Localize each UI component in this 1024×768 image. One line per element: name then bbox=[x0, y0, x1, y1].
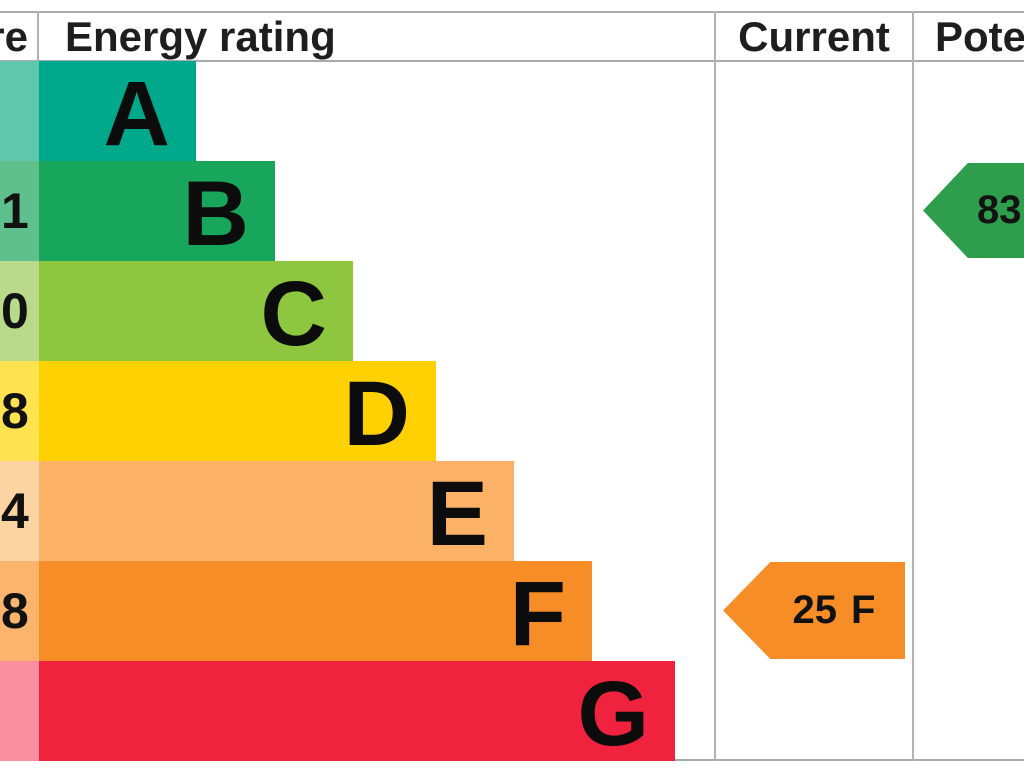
band-bar-a: A bbox=[39, 61, 196, 161]
energy-rating-column-header: Energy rating bbox=[65, 13, 336, 60]
current-band-letter: F bbox=[851, 588, 876, 632]
band-row-c: 0 C bbox=[0, 261, 1024, 361]
score-cell-c: 0 bbox=[0, 261, 39, 361]
score-cell-b: 1 bbox=[0, 161, 39, 261]
score-fragment-b: 1 bbox=[1, 183, 29, 239]
band-bar-c: C bbox=[39, 261, 353, 361]
band-bar-d: D bbox=[39, 361, 436, 461]
band-letter-g: G bbox=[577, 662, 649, 765]
score-cell-g bbox=[0, 661, 39, 761]
potential-column-divider bbox=[912, 11, 914, 761]
score-column-header: re bbox=[0, 13, 28, 60]
band-letter-c: C bbox=[260, 262, 327, 365]
current-score-value: 25 bbox=[792, 588, 838, 632]
band-bar-f: F bbox=[39, 561, 592, 661]
score-fragment-c: 0 bbox=[1, 283, 29, 339]
score-fragment-f: 8 bbox=[1, 583, 29, 639]
band-row-d: 8 D bbox=[0, 361, 1024, 461]
score-column-divider bbox=[37, 11, 39, 60]
potential-column-header: Pote bbox=[935, 13, 1024, 60]
band-row-g: G bbox=[0, 661, 1024, 761]
score-fragment-d: 8 bbox=[1, 383, 29, 439]
band-letter-d: D bbox=[343, 362, 410, 465]
band-row-f: 8 F bbox=[0, 561, 1024, 661]
score-cell-a bbox=[0, 61, 39, 161]
header-bottom-border bbox=[0, 60, 1024, 62]
band-bar-g: G bbox=[39, 661, 675, 761]
band-row-a: A bbox=[0, 61, 1024, 161]
table-top-border bbox=[0, 11, 1024, 13]
band-row-b: 1 B bbox=[0, 161, 1024, 261]
score-cell-e: 4 bbox=[0, 461, 39, 561]
current-column-header: Current bbox=[738, 13, 890, 60]
band-bar-b: B bbox=[39, 161, 275, 261]
band-letter-a: A bbox=[103, 62, 170, 165]
current-column-divider bbox=[714, 11, 716, 761]
score-cell-f: 8 bbox=[0, 561, 39, 661]
score-fragment-e: 4 bbox=[1, 483, 29, 539]
band-letter-f: F bbox=[509, 562, 566, 665]
score-cell-d: 8 bbox=[0, 361, 39, 461]
band-row-e: 4 E bbox=[0, 461, 1024, 561]
band-letter-e: E bbox=[426, 462, 488, 565]
band-bar-e: E bbox=[39, 461, 514, 561]
potential-score-value: 83 bbox=[977, 188, 1022, 232]
band-letter-b: B bbox=[182, 162, 249, 265]
